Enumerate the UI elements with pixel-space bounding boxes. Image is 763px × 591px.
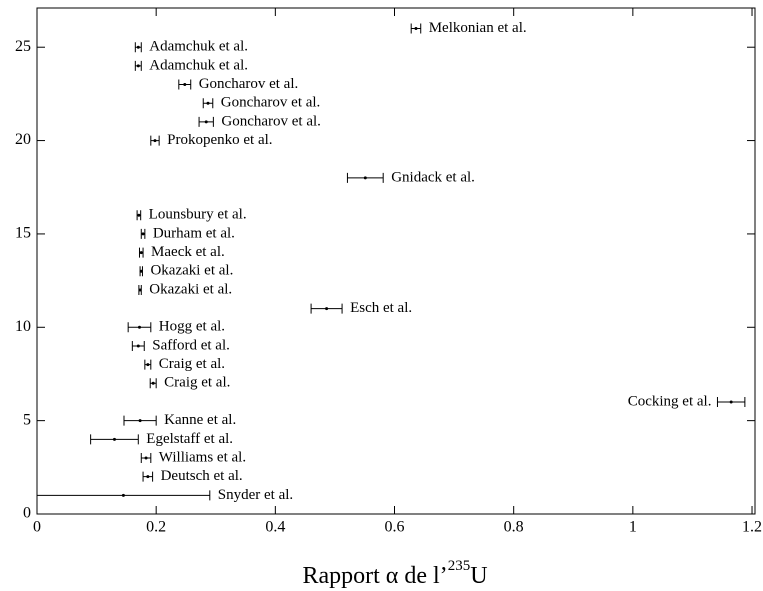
x-axis-label-sup: 235 [448, 558, 471, 574]
point-label: Lounsbury et al. [149, 207, 247, 223]
point [151, 381, 155, 385]
point-label: Goncharov et al. [221, 113, 321, 129]
point [112, 437, 116, 441]
y-tick-label: 0 [23, 505, 31, 522]
plot-frame [36, 7, 756, 515]
point [206, 101, 210, 105]
point [183, 83, 187, 87]
point-label: Goncharov et al. [199, 76, 299, 92]
point [138, 288, 142, 292]
point-label: Maeck et al. [151, 244, 225, 260]
point-label: Melkonian et al. [429, 20, 527, 36]
point [138, 419, 142, 423]
y-tick-label: 5 [23, 411, 31, 428]
x-tick-label: 0 [33, 519, 41, 536]
point [204, 120, 208, 124]
point-label: Kanne et al. [164, 412, 236, 428]
x-axis-label: Rapport α de l’235U [302, 558, 487, 588]
point [139, 269, 143, 273]
x-tick-label: 1 [629, 519, 637, 536]
x-axis-label-part: Rapport α de l’ [302, 563, 447, 589]
x-tick-label: 1.2 [742, 519, 762, 536]
point [325, 307, 329, 311]
point-label: Gnidack et al. [391, 169, 475, 185]
x-axis-label-part: U [470, 563, 487, 589]
point [414, 27, 418, 31]
y-tick-label: 15 [15, 225, 31, 242]
y-tick-label: 10 [15, 318, 31, 335]
x-tick-label: 0.8 [504, 519, 524, 536]
x-tick-label: 0.4 [265, 519, 285, 536]
point-label: Hogg et al. [159, 319, 225, 335]
point-label: Esch et al. [350, 300, 412, 316]
point [144, 456, 148, 460]
point-label: Snyder et al. [218, 487, 293, 503]
point-label: Craig et al. [159, 356, 225, 372]
point [729, 400, 733, 404]
point-label: Adamchuk et al. [149, 39, 248, 55]
point [137, 325, 141, 329]
point [146, 363, 150, 367]
point-label: Cocking et al. [628, 393, 712, 409]
point-label: Prokopenko et al. [167, 132, 272, 148]
point [137, 213, 141, 217]
point [136, 344, 140, 348]
point-label: Craig et al. [164, 375, 230, 391]
x-tick-label: 0.2 [146, 519, 166, 536]
point-label: Durham et al. [153, 225, 235, 241]
point-label: Deutsch et al. [161, 468, 243, 484]
point [139, 251, 143, 255]
point-label: Safford et al. [152, 337, 230, 353]
point-label: Okazaki et al. [150, 263, 233, 279]
point [136, 64, 140, 68]
point-label: Egelstaff et al. [146, 431, 233, 447]
point-label: Adamchuk et al. [149, 57, 248, 73]
y-tick-label: 20 [15, 131, 31, 148]
point [141, 232, 145, 236]
point-label: Williams et al. [159, 449, 246, 465]
point [363, 176, 367, 180]
point [153, 139, 157, 143]
point [136, 45, 140, 49]
point [121, 493, 125, 497]
point [146, 475, 150, 479]
x-tick-label: 0.6 [385, 519, 405, 536]
point-label: Okazaki et al. [149, 281, 232, 297]
point-label: Goncharov et al. [221, 95, 321, 111]
y-tick-label: 25 [15, 38, 31, 55]
